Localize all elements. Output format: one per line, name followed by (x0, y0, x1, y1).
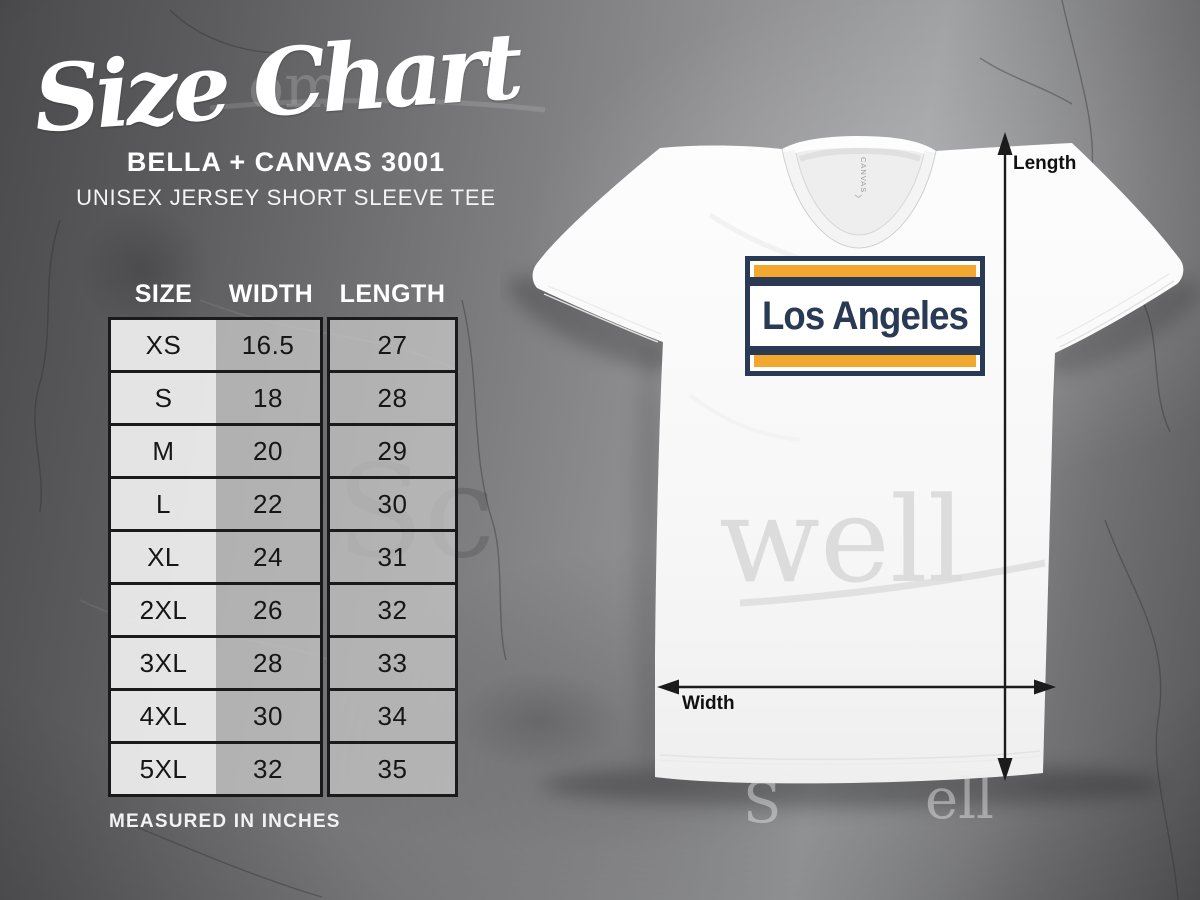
table-row: 2XL 26 (111, 585, 320, 638)
size-cell: 3XL (111, 638, 216, 688)
size-cell: L (111, 479, 216, 529)
column-header-size: SIZE (134, 280, 193, 308)
gold-stripe-top (754, 265, 976, 277)
table-row: XS 16.5 (111, 320, 320, 373)
width-cell: 30 (216, 691, 320, 741)
units-footnote: MEASURED IN INCHES (109, 811, 341, 832)
table-row: 35 (330, 744, 455, 794)
length-cell: 29 (330, 426, 455, 476)
table-row: 5XL 32 (111, 744, 320, 794)
length-cell: 27 (330, 320, 455, 370)
length-cell: 34 (330, 691, 455, 741)
size-cell: XL (111, 532, 216, 582)
size-cell: 4XL (111, 691, 216, 741)
table-row: XL 24 (111, 532, 320, 585)
width-cell: 24 (216, 532, 320, 582)
column-header-width: WIDTH (228, 280, 314, 308)
neck-label-glyph (854, 194, 863, 199)
table-row: 33 (330, 638, 455, 691)
width-cell: 28 (216, 638, 320, 688)
collar: CANVAS (781, 147, 937, 249)
width-cell: 16.5 (216, 320, 320, 370)
design-text: Los Angeles (762, 294, 968, 338)
watermark-on-shirt: well S ell (719, 471, 1046, 835)
length-cell: 28 (330, 373, 455, 423)
product-line: UNISEX JERSEY SHORT SLEEVE TEE (76, 184, 496, 210)
length-cell: 33 (330, 638, 455, 688)
table-row: 30 (330, 479, 455, 532)
column-header-length: LENGTH (339, 280, 446, 308)
size-cell: S (111, 373, 216, 423)
width-cell: 20 (216, 426, 320, 476)
size-cell: M (111, 426, 216, 476)
width-cell: 18 (216, 373, 320, 423)
table-row: 28 (330, 373, 455, 426)
length-label: Length (1013, 153, 1076, 174)
table-row: M 20 (111, 426, 320, 479)
width-cell: 22 (216, 479, 320, 529)
length-box: 27 28 29 30 31 32 33 34 35 (327, 317, 458, 797)
table-row: 29 (330, 426, 455, 479)
width-cell: 26 (216, 585, 320, 635)
length-cell: 35 (330, 744, 455, 794)
table-row: 32 (330, 585, 455, 638)
table-row: 4XL 30 (111, 691, 320, 744)
tshirt-body (532, 136, 1184, 784)
tshirt-mockup: CANVAS Los Angeles well S ell Length (508, 132, 1200, 835)
table-row: 31 (330, 532, 455, 585)
size-cell: 2XL (111, 585, 216, 635)
table-row: 27 (330, 320, 455, 373)
length-cell: 30 (330, 479, 455, 529)
navy-stripe-top (750, 277, 980, 286)
brand-line: BELLA + CANVAS 3001 (126, 146, 446, 177)
svg-text:well: well (719, 471, 965, 609)
size-cell: XS (111, 320, 216, 370)
length-cell: 32 (330, 585, 455, 635)
table-row: 34 (330, 691, 455, 744)
size-cell: 5XL (111, 744, 216, 794)
length-arrow: Length (997, 132, 1076, 781)
svg-text:ell: ell (925, 767, 994, 832)
width-label: Width (682, 693, 735, 714)
table-row: 3XL 28 (111, 638, 320, 691)
size-table: XS 16.5 S 18 M 20 L 22 XL 24 2XL 26 3XL 28 4XL 3… (108, 317, 458, 797)
table-row: L 22 (111, 479, 320, 532)
gold-stripe-bottom (754, 355, 976, 367)
width-arrow: Width (657, 679, 1056, 714)
navy-stripe-bottom (750, 346, 980, 355)
table-row: S 18 (111, 373, 320, 426)
info-panel: Size Chart BELLA + CANVAS 3001 UNISEX JE… (0, 0, 572, 211)
size-width-box: XS 16.5 S 18 M 20 L 22 XL 24 2XL 26 3XL 28 4XL 3… (108, 317, 323, 797)
page-title: Size Chart (30, 11, 522, 154)
los-angeles-design: Los Angeles (745, 256, 985, 376)
width-cell: 32 (216, 744, 320, 794)
neck-label: CANVAS (859, 157, 868, 193)
svg-text:S: S (743, 771, 781, 835)
length-cell: 31 (330, 532, 455, 582)
